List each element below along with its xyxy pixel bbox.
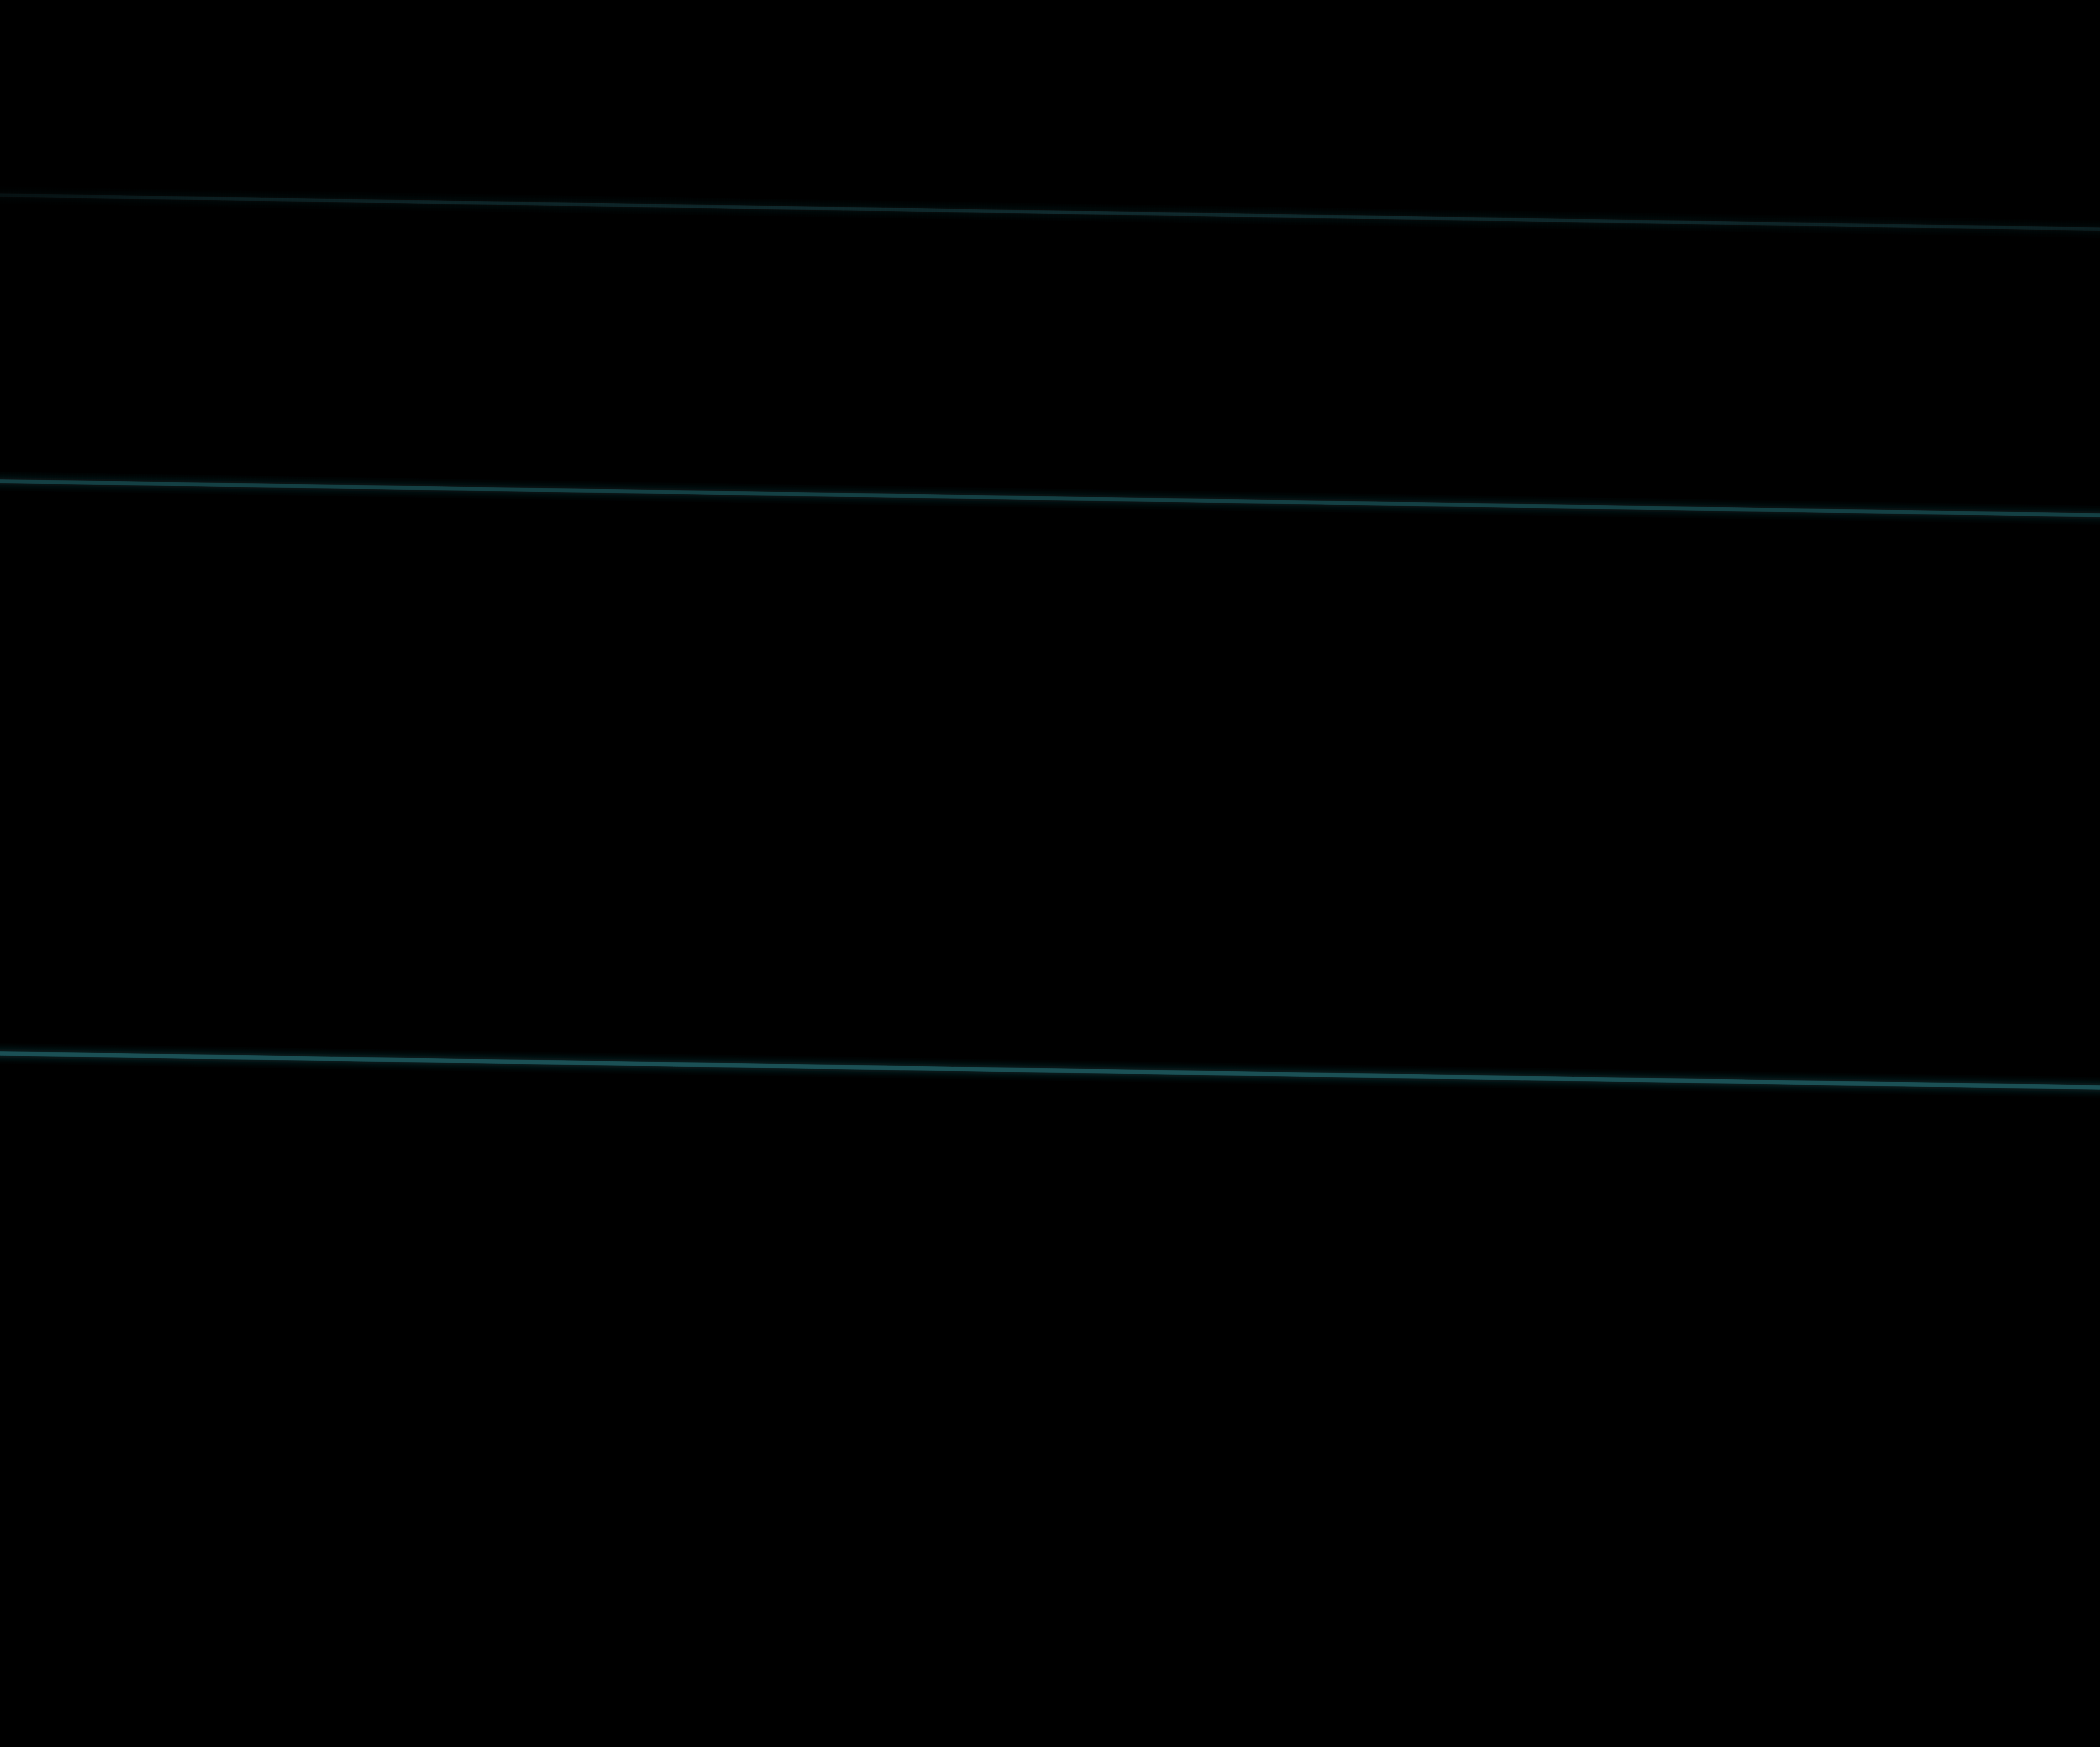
ma-line-yellow	[0, 286, 2100, 1747]
ma-yellow-layer	[0, 0, 2100, 1747]
chart-screenshot	[0, 0, 2100, 1747]
ma-line-yellow-halo	[0, 286, 2100, 1747]
ma-line-yellow-core	[0, 286, 2100, 1747]
chart-plane	[0, 0, 2100, 1747]
ma-line-yellow-green-fringe-right	[1900, 1218, 2100, 1747]
